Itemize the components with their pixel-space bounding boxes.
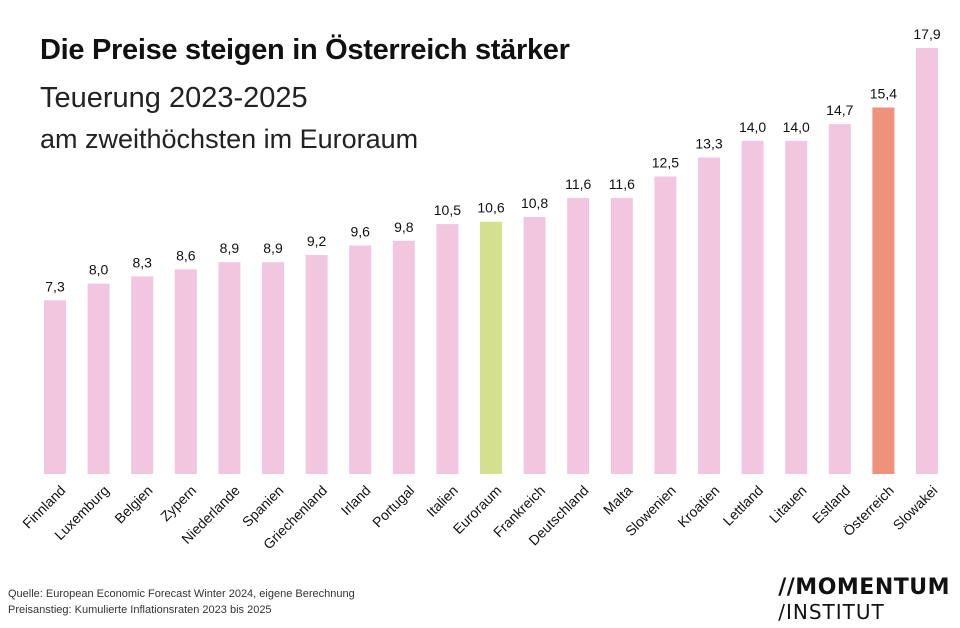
bar-portugal: [392, 240, 415, 474]
bar-estland: [828, 124, 851, 474]
value-label-deutschland: 11,6: [565, 176, 591, 192]
value-label-lettland: 14,0: [739, 119, 766, 135]
bar-litauen: [785, 140, 808, 474]
bar-finnland: [44, 300, 66, 474]
bar-lettland: [741, 140, 764, 474]
bar-spanien: [262, 262, 284, 474]
value-label-finnland: 7,3: [45, 278, 65, 294]
bar-zypern: [174, 269, 197, 474]
bar-slowenien: [654, 176, 677, 474]
chart-title: Die Preise steigen in Österreich stärker: [40, 34, 570, 66]
value-label-irland: 9,6: [350, 224, 370, 240]
category-label-kroatien: Kroatien: [674, 482, 722, 530]
value-label-estland: 14,7: [826, 102, 853, 118]
value-label-slowakei: 17,9: [913, 26, 940, 42]
category-label-portugal: Portugal: [369, 482, 417, 530]
category-label-litauen: Litauen: [766, 482, 810, 526]
logo-line2: /INSTITUT: [778, 600, 885, 624]
value-label-malta: 11,6: [609, 176, 635, 192]
value-label-spanien: 8,9: [263, 240, 283, 256]
value-label-luxemburg: 8,0: [89, 262, 109, 278]
bar-belgien: [131, 276, 154, 474]
chart-subtitle-line1: Teuerung 2023-2025: [40, 82, 308, 114]
value-label-euroraum: 10,6: [477, 200, 504, 216]
bar-euroraum: [480, 221, 502, 474]
value-label-niederlande: 8,9: [220, 240, 240, 256]
bar-slowakei: [916, 48, 938, 474]
category-label-italien: Italien: [423, 482, 461, 520]
bar-frankreich: [523, 216, 546, 475]
category-label-irland: Irland: [338, 482, 374, 518]
momentum-institut-logo: //MOMENTUM /INSTITUT: [778, 575, 950, 625]
value-label-kroatien: 13,3: [695, 135, 722, 151]
bar-griechenland: [305, 255, 328, 474]
value-label-oesterreich: 15,4: [870, 85, 897, 101]
bar-italien: [436, 224, 459, 474]
category-label-zypern: Zypern: [157, 482, 199, 524]
bar-luxemburg: [87, 283, 110, 474]
value-label-portugal: 9,8: [394, 219, 414, 235]
category-label-belgien: Belgien: [111, 482, 155, 526]
logo-line1: //MOMENTUM: [778, 575, 950, 600]
value-label-slowenien: 12,5: [652, 155, 679, 171]
source-note: Quelle: European Economic Forecast Winte…: [8, 588, 355, 600]
value-label-zypern: 8,6: [176, 247, 196, 263]
value-label-griechenland: 9,2: [307, 233, 327, 249]
bar-deutschland: [567, 197, 590, 474]
bar-malta: [610, 197, 633, 474]
bar-oesterreich: [872, 107, 895, 475]
value-label-frankreich: 10,8: [521, 195, 548, 211]
bar-kroatien: [698, 157, 720, 474]
value-label-litauen: 14,0: [783, 119, 810, 135]
category-label-lettland: Lettland: [720, 482, 767, 529]
bar-niederlande: [218, 262, 241, 474]
value-label-belgien: 8,3: [132, 254, 152, 270]
category-label-slowakei: Slowakei: [890, 482, 941, 533]
bar-irland: [349, 245, 372, 474]
category-label-malta: Malta: [600, 482, 636, 518]
value-label-italien: 10,5: [434, 202, 461, 218]
definition-note: Preisanstieg: Kumulierte Inflationsraten…: [8, 604, 272, 616]
chart-subtitle-line2: am zweithöchsten im Euroraum: [40, 124, 419, 154]
